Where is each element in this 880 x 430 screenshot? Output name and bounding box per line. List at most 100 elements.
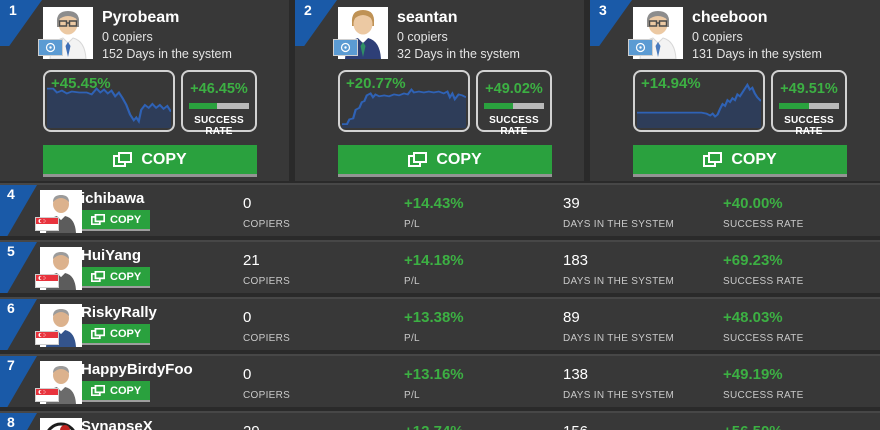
success-rate-box: +49.51% SUCCESS RATE bbox=[771, 70, 847, 137]
copy-button[interactable]: COPY bbox=[82, 381, 151, 400]
days-label: DAYS IN THE SYSTEM bbox=[563, 219, 675, 230]
copiers-cell: 21 COPIERS bbox=[243, 252, 290, 287]
copiers-value: 0 bbox=[243, 366, 252, 383]
trader-row-4[interactable]: 4 ichibawa COPY 0 COPI bbox=[0, 183, 880, 236]
trader-row-7[interactable]: 7 HappyBirdyFoo COPY bbox=[0, 354, 880, 407]
pl-percent: +14.94% bbox=[641, 75, 701, 92]
pl-percent: +45.45% bbox=[51, 75, 111, 92]
pl-cell: +13.16% P/L bbox=[404, 366, 464, 401]
trader-name[interactable]: RiskyRally bbox=[81, 304, 157, 321]
copiers-label: COPIERS bbox=[243, 276, 291, 287]
success-value: +69.23% bbox=[723, 252, 783, 269]
pl-percent: +20.77% bbox=[346, 75, 406, 92]
copiers-cell: 29COPIERS bbox=[243, 423, 290, 430]
success-cell: +48.03% SUCCESS RATE bbox=[723, 309, 804, 344]
copy-icon bbox=[90, 327, 106, 340]
days-text: 152 Days in the system bbox=[102, 47, 232, 61]
avatar bbox=[35, 247, 82, 290]
trader-name[interactable]: ichibawa bbox=[81, 190, 145, 207]
trader-name[interactable]: Pyrobeam bbox=[102, 9, 180, 26]
success-rate-bar-fill bbox=[779, 103, 809, 109]
pl-cell: +13.38% P/L bbox=[404, 309, 464, 344]
success-rate-box: +49.02% SUCCESS RATE bbox=[476, 70, 552, 137]
success-value: +49.19% bbox=[723, 366, 783, 383]
copiers-value: 0 bbox=[243, 195, 252, 212]
avatar bbox=[40, 418, 82, 430]
success-cell: +56.50%SUCCESS RATE bbox=[723, 423, 804, 430]
top-traders-section: 1 bbox=[0, 0, 880, 181]
rank-ribbon bbox=[0, 356, 37, 407]
copy-button[interactable]: COPY bbox=[633, 145, 847, 174]
pl-chart-box: +45.45% bbox=[43, 70, 175, 132]
pl-sparkline bbox=[47, 87, 171, 128]
days-cell: 156DAYS IN THE SYSTEM bbox=[563, 423, 674, 430]
rank-number: 3 bbox=[599, 2, 607, 18]
success-cell: +69.23% SUCCESS RATE bbox=[723, 252, 804, 287]
copiers-text: 0 copiers bbox=[102, 30, 153, 44]
trader-name[interactable]: SynapseX bbox=[81, 418, 153, 430]
copy-button[interactable]: COPY bbox=[43, 145, 257, 174]
rank-number: 4 bbox=[7, 186, 15, 202]
singapore-flag-icon bbox=[35, 217, 59, 231]
days-cell: 89 DAYS IN THE SYSTEM bbox=[563, 309, 674, 344]
copy-button-label: COPY bbox=[110, 270, 142, 283]
copiers-cell: 0 COPIERS bbox=[243, 309, 290, 344]
success-rate-box: +46.45% SUCCESS RATE bbox=[181, 70, 257, 137]
success-rate-bar-fill bbox=[189, 103, 217, 109]
trader-name[interactable]: cheeboon bbox=[692, 9, 768, 26]
trader-card-3[interactable]: 3 bbox=[590, 0, 880, 181]
un-flag-icon bbox=[628, 39, 653, 56]
success-value: +40.00% bbox=[723, 195, 783, 212]
success-value: +48.03% bbox=[723, 309, 783, 326]
copy-button-label: COPY bbox=[110, 213, 142, 226]
avatar bbox=[628, 7, 683, 60]
avatar bbox=[38, 7, 93, 60]
trader-name[interactable]: HuiYang bbox=[81, 247, 142, 264]
success-label: SUCCESS RATE bbox=[723, 390, 804, 401]
pl-chart-box: +20.77% bbox=[338, 70, 470, 132]
success-rate-bar bbox=[779, 103, 839, 109]
success-rate-percent: +49.02% bbox=[485, 81, 543, 97]
pl-value: +13.16% bbox=[404, 366, 464, 383]
pl-value: +13.38% bbox=[404, 309, 464, 326]
copy-button-label: COPY bbox=[141, 150, 187, 168]
copy-icon bbox=[90, 213, 106, 226]
copy-button-label: COPY bbox=[110, 327, 142, 340]
copiers-value: 29 bbox=[243, 423, 290, 430]
success-label: SUCCESS RATE bbox=[723, 219, 804, 230]
success-cell: +40.00% SUCCESS RATE bbox=[723, 195, 804, 230]
days-label: DAYS IN THE SYSTEM bbox=[563, 390, 675, 401]
success-rate-percent: +49.51% bbox=[780, 81, 838, 97]
days-value: 138 bbox=[563, 366, 589, 383]
trader-name[interactable]: HappyBirdyFoo bbox=[81, 361, 193, 378]
copy-button[interactable]: COPY bbox=[82, 210, 151, 229]
avatar bbox=[333, 7, 388, 59]
copiers-text: 0 copiers bbox=[692, 30, 743, 44]
copy-icon bbox=[703, 152, 723, 167]
trader-row-8[interactable]: 8 SynapseX COPY 29COPIERS bbox=[0, 411, 880, 430]
rank-number: 1 bbox=[9, 2, 17, 18]
copy-button[interactable]: COPY bbox=[338, 145, 552, 174]
pl-label: P/L bbox=[404, 390, 420, 401]
singapore-flag-icon bbox=[35, 331, 59, 345]
trader-list: 4 ichibawa COPY 0 COPI bbox=[0, 183, 880, 430]
days-text: 32 Days in the system bbox=[397, 47, 520, 61]
copy-button[interactable]: COPY bbox=[82, 267, 151, 286]
rank-ribbon bbox=[0, 242, 37, 293]
days-value: 156 bbox=[563, 423, 674, 430]
success-rate-bar bbox=[484, 103, 544, 109]
pl-sparkline bbox=[342, 87, 466, 128]
copiers-cell: 0 COPIERS bbox=[243, 195, 290, 230]
trader-card-1[interactable]: 1 bbox=[0, 0, 289, 181]
avatar bbox=[35, 304, 82, 347]
trader-name[interactable]: seantan bbox=[397, 9, 458, 26]
success-label: SUCCESS RATE bbox=[723, 276, 804, 287]
days-label: DAYS IN THE SYSTEM bbox=[563, 276, 675, 287]
days-text: 131 Days in the system bbox=[692, 47, 822, 61]
copiers-label: COPIERS bbox=[243, 333, 291, 344]
trader-row-6[interactable]: 6 RiskyRally COPY 0 CO bbox=[0, 297, 880, 350]
rank-ribbon bbox=[0, 413, 37, 430]
copy-button[interactable]: COPY bbox=[82, 324, 151, 343]
trader-row-5[interactable]: 5 HuiYang COPY 21 COPI bbox=[0, 240, 880, 293]
trader-card-2[interactable]: 2 seanta bbox=[295, 0, 584, 181]
